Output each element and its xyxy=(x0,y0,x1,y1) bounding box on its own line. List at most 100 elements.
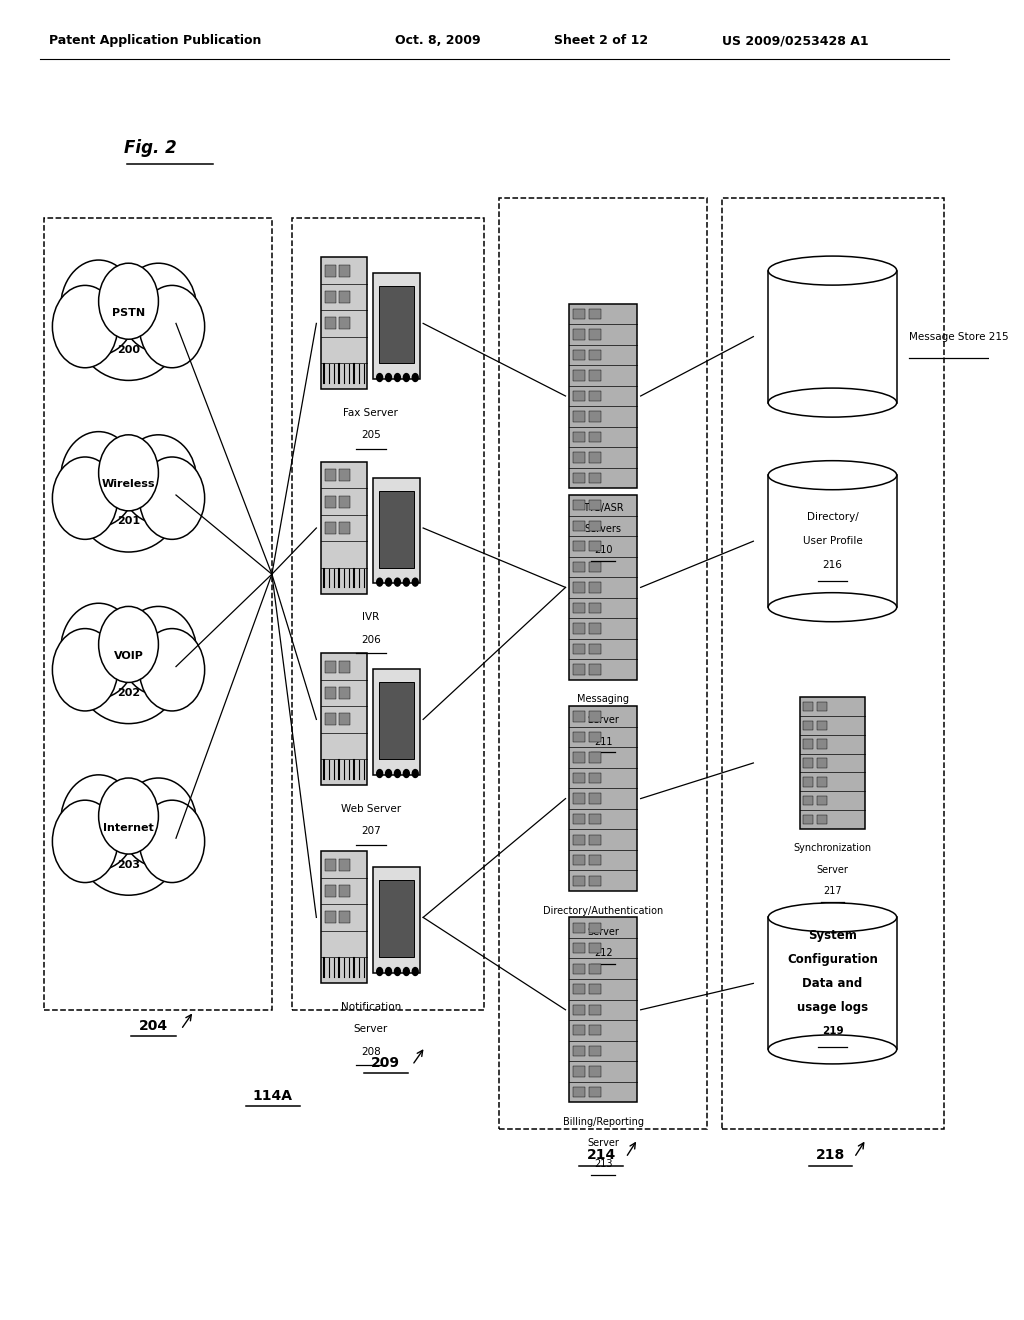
Ellipse shape xyxy=(98,777,159,854)
FancyBboxPatch shape xyxy=(322,653,367,785)
Ellipse shape xyxy=(98,434,159,511)
FancyBboxPatch shape xyxy=(589,412,601,421)
FancyBboxPatch shape xyxy=(573,603,586,612)
FancyBboxPatch shape xyxy=(589,432,601,442)
FancyBboxPatch shape xyxy=(573,391,586,401)
Text: Web Server: Web Server xyxy=(341,804,400,814)
Circle shape xyxy=(413,968,418,975)
FancyBboxPatch shape xyxy=(803,758,813,768)
Text: 204: 204 xyxy=(138,1019,168,1034)
FancyBboxPatch shape xyxy=(589,731,601,742)
Text: Server: Server xyxy=(587,715,620,726)
FancyBboxPatch shape xyxy=(768,917,897,1049)
FancyBboxPatch shape xyxy=(573,711,586,722)
FancyBboxPatch shape xyxy=(573,985,586,994)
FancyBboxPatch shape xyxy=(768,271,897,403)
FancyBboxPatch shape xyxy=(768,475,897,607)
FancyBboxPatch shape xyxy=(379,491,415,568)
Ellipse shape xyxy=(98,606,159,682)
Text: 209: 209 xyxy=(371,1056,400,1071)
Circle shape xyxy=(377,770,383,777)
FancyBboxPatch shape xyxy=(589,541,601,552)
Text: 219: 219 xyxy=(821,1026,843,1036)
FancyBboxPatch shape xyxy=(589,391,601,401)
FancyBboxPatch shape xyxy=(589,1045,601,1056)
FancyBboxPatch shape xyxy=(322,257,367,389)
Ellipse shape xyxy=(60,603,136,698)
FancyBboxPatch shape xyxy=(326,911,336,924)
FancyBboxPatch shape xyxy=(803,702,813,711)
Text: 216: 216 xyxy=(822,560,843,570)
FancyBboxPatch shape xyxy=(589,664,601,675)
FancyBboxPatch shape xyxy=(589,964,601,974)
FancyBboxPatch shape xyxy=(573,731,586,742)
Text: 213: 213 xyxy=(594,1159,612,1170)
FancyBboxPatch shape xyxy=(322,851,367,983)
FancyBboxPatch shape xyxy=(373,669,420,775)
Ellipse shape xyxy=(121,434,197,524)
FancyBboxPatch shape xyxy=(589,875,601,886)
FancyBboxPatch shape xyxy=(573,520,586,531)
FancyBboxPatch shape xyxy=(589,500,601,511)
Text: Messaging: Messaging xyxy=(578,694,629,705)
Text: System: System xyxy=(808,929,857,942)
FancyBboxPatch shape xyxy=(326,521,336,533)
Ellipse shape xyxy=(52,628,118,711)
FancyBboxPatch shape xyxy=(322,462,367,594)
Text: 200: 200 xyxy=(117,345,140,355)
Text: Synchronization: Synchronization xyxy=(794,843,871,854)
FancyBboxPatch shape xyxy=(589,1086,601,1097)
Text: PSTN: PSTN xyxy=(112,308,145,318)
FancyBboxPatch shape xyxy=(326,859,336,871)
FancyBboxPatch shape xyxy=(339,264,350,277)
FancyBboxPatch shape xyxy=(589,855,601,866)
Ellipse shape xyxy=(98,263,159,339)
FancyBboxPatch shape xyxy=(339,911,350,924)
FancyBboxPatch shape xyxy=(573,541,586,552)
FancyBboxPatch shape xyxy=(339,470,350,482)
FancyBboxPatch shape xyxy=(573,814,586,824)
FancyBboxPatch shape xyxy=(589,711,601,722)
Text: US 2009/0253428 A1: US 2009/0253428 A1 xyxy=(722,34,868,48)
Text: User Profile: User Profile xyxy=(803,536,862,546)
Circle shape xyxy=(394,968,400,975)
FancyBboxPatch shape xyxy=(589,942,601,953)
Text: 206: 206 xyxy=(360,635,381,645)
FancyBboxPatch shape xyxy=(803,796,813,805)
Ellipse shape xyxy=(74,610,183,723)
FancyBboxPatch shape xyxy=(589,923,601,933)
Ellipse shape xyxy=(139,628,205,711)
FancyBboxPatch shape xyxy=(589,774,601,783)
Text: IVR: IVR xyxy=(362,612,379,623)
Ellipse shape xyxy=(52,800,118,883)
FancyBboxPatch shape xyxy=(817,721,827,730)
FancyBboxPatch shape xyxy=(326,884,336,898)
Text: Fig. 2: Fig. 2 xyxy=(124,139,176,157)
Text: 211: 211 xyxy=(594,737,612,747)
FancyBboxPatch shape xyxy=(326,660,336,672)
FancyBboxPatch shape xyxy=(573,623,586,634)
FancyBboxPatch shape xyxy=(573,942,586,953)
Circle shape xyxy=(386,578,391,586)
FancyBboxPatch shape xyxy=(339,713,350,726)
FancyBboxPatch shape xyxy=(573,350,586,360)
Circle shape xyxy=(413,770,418,777)
FancyBboxPatch shape xyxy=(573,500,586,511)
FancyBboxPatch shape xyxy=(589,473,601,483)
FancyBboxPatch shape xyxy=(326,264,336,277)
FancyBboxPatch shape xyxy=(573,1045,586,1056)
FancyBboxPatch shape xyxy=(589,644,601,655)
FancyBboxPatch shape xyxy=(817,814,827,824)
FancyBboxPatch shape xyxy=(339,317,350,329)
Text: 214: 214 xyxy=(587,1148,615,1163)
Circle shape xyxy=(403,374,410,381)
FancyBboxPatch shape xyxy=(573,371,586,380)
FancyBboxPatch shape xyxy=(589,329,601,339)
FancyBboxPatch shape xyxy=(589,520,601,531)
FancyBboxPatch shape xyxy=(379,682,415,759)
FancyBboxPatch shape xyxy=(569,304,637,488)
FancyBboxPatch shape xyxy=(589,623,601,634)
FancyBboxPatch shape xyxy=(817,702,827,711)
Ellipse shape xyxy=(74,781,183,895)
FancyBboxPatch shape xyxy=(817,758,827,768)
